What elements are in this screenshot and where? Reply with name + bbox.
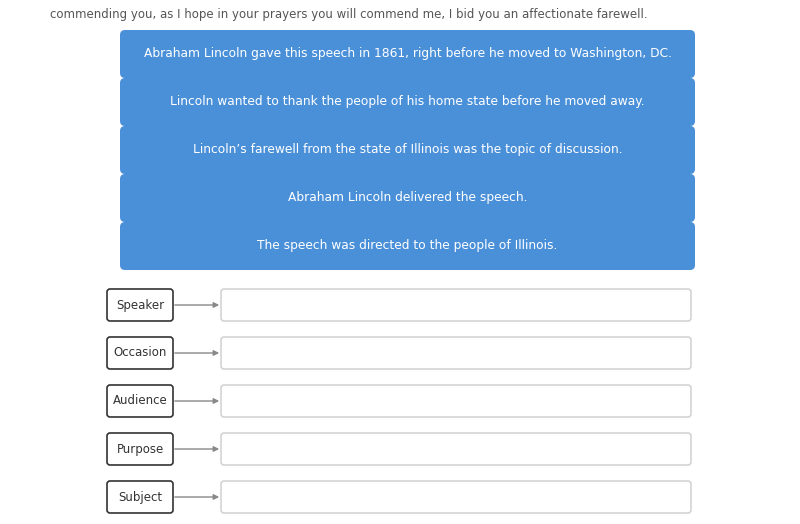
FancyBboxPatch shape [221, 289, 691, 321]
FancyBboxPatch shape [120, 30, 695, 78]
FancyBboxPatch shape [107, 481, 173, 513]
Text: Subject: Subject [118, 490, 162, 504]
Text: Abraham Lincoln gave this speech in 1861, right before he moved to Washington, D: Abraham Lincoln gave this speech in 1861… [143, 48, 671, 60]
Text: Occasion: Occasion [114, 346, 166, 359]
Text: Abraham Lincoln delivered the speech.: Abraham Lincoln delivered the speech. [288, 191, 527, 204]
FancyBboxPatch shape [120, 78, 695, 126]
FancyBboxPatch shape [221, 481, 691, 513]
Text: Audience: Audience [113, 395, 167, 408]
Text: The speech was directed to the people of Illinois.: The speech was directed to the people of… [258, 239, 558, 253]
FancyBboxPatch shape [221, 433, 691, 465]
Text: Lincoln’s farewell from the state of Illinois was the topic of discussion.: Lincoln’s farewell from the state of Ill… [193, 144, 622, 157]
FancyBboxPatch shape [221, 337, 691, 369]
Text: Lincoln wanted to thank the people of his home state before he moved away.: Lincoln wanted to thank the people of hi… [170, 95, 645, 108]
FancyBboxPatch shape [107, 337, 173, 369]
FancyBboxPatch shape [120, 222, 695, 270]
FancyBboxPatch shape [107, 385, 173, 417]
FancyBboxPatch shape [120, 126, 695, 174]
FancyBboxPatch shape [120, 174, 695, 222]
FancyBboxPatch shape [107, 433, 173, 465]
FancyBboxPatch shape [221, 385, 691, 417]
Text: Purpose: Purpose [116, 442, 164, 455]
Text: commending you, as I hope in your prayers you will commend me, I bid you an affe: commending you, as I hope in your prayer… [50, 8, 648, 21]
Text: Speaker: Speaker [116, 299, 164, 311]
FancyBboxPatch shape [107, 289, 173, 321]
